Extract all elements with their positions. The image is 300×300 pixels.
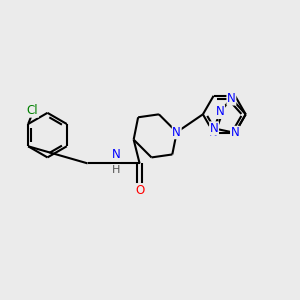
- Text: N: N: [209, 126, 218, 140]
- Text: N: N: [172, 126, 181, 139]
- Text: O: O: [135, 184, 144, 196]
- Text: Cl: Cl: [27, 104, 38, 117]
- Text: N: N: [111, 148, 120, 161]
- Text: N: N: [227, 92, 236, 105]
- Text: N: N: [216, 105, 224, 119]
- Text: H: H: [112, 165, 120, 175]
- Text: N: N: [231, 126, 239, 140]
- Text: N: N: [210, 122, 218, 135]
